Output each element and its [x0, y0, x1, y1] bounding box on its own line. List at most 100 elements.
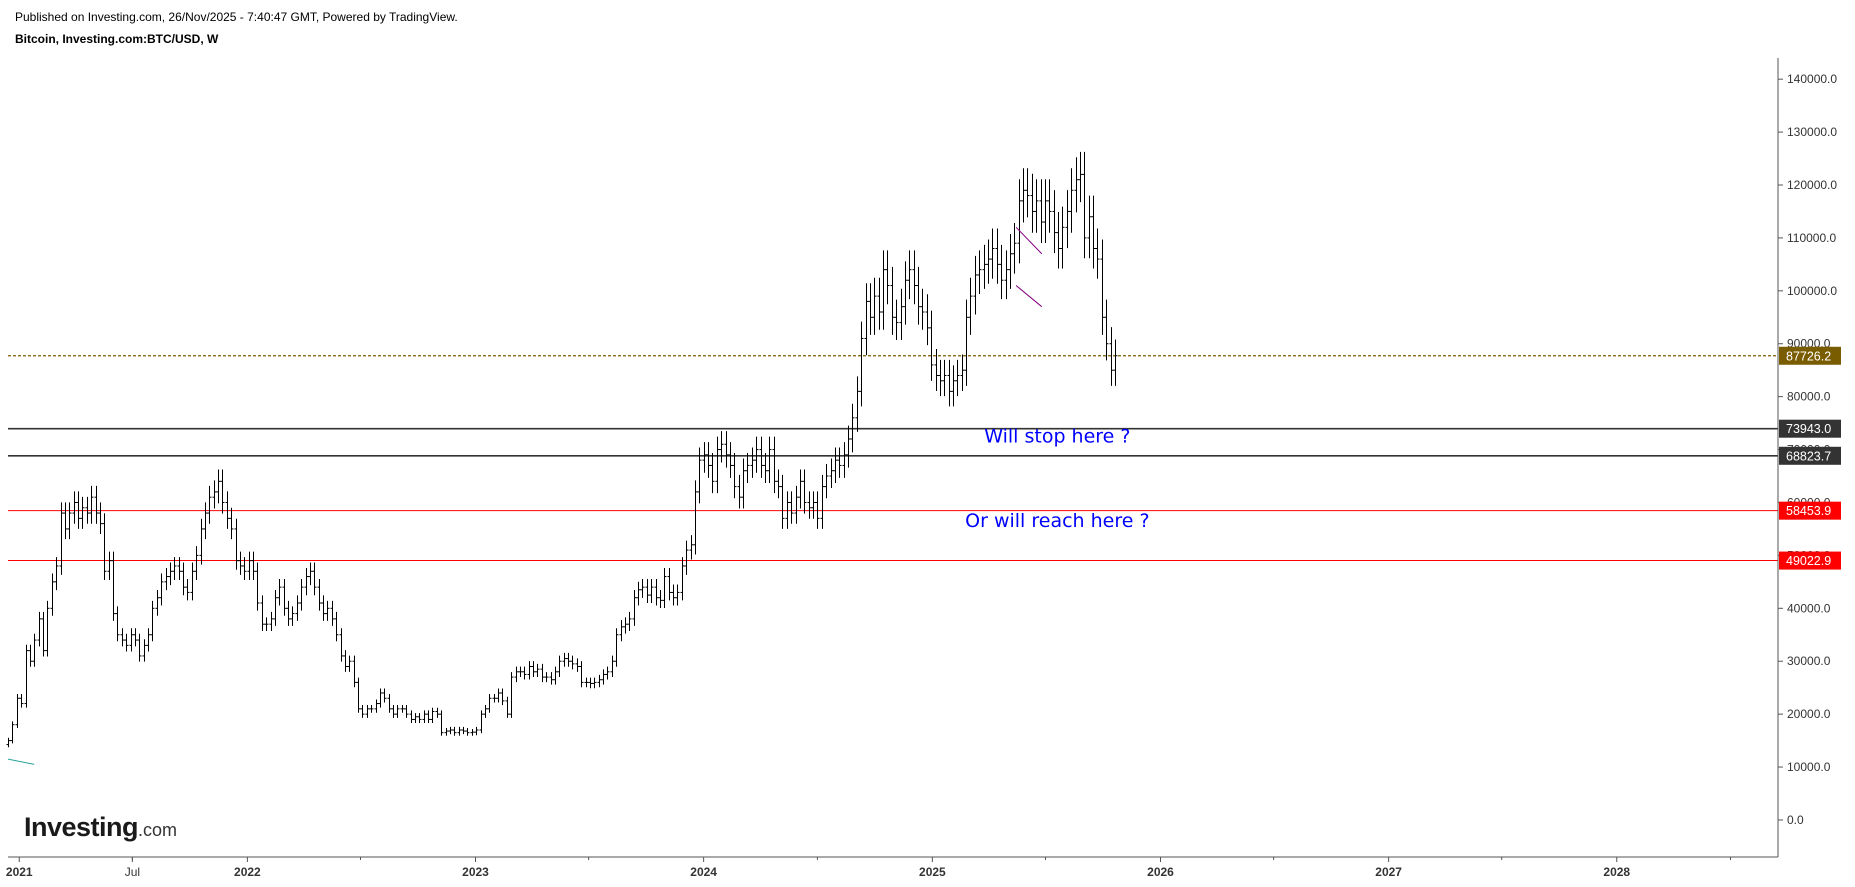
ohlc-bar [1012, 223, 1017, 274]
ohlc-bar [1104, 299, 1109, 361]
ohlc-bar [894, 299, 899, 340]
ohlc-bar [977, 250, 982, 295]
ohlc-bar [1025, 168, 1030, 218]
ohlc-bar [968, 277, 973, 335]
ohlc-bar [1078, 151, 1083, 203]
ohlc-bar [732, 453, 737, 499]
ohlc-bar [947, 359, 952, 407]
ohlc-bar [601, 669, 606, 685]
ohlc-bar [942, 359, 947, 397]
x-tick-label: 2025 [919, 865, 946, 879]
symbol-title: Bitcoin, Investing.com:BTC/USD, W [15, 32, 219, 46]
ohlc-bar [794, 485, 799, 524]
ohlc-bar [824, 463, 829, 499]
ohlc-bar [1047, 179, 1052, 233]
ohlc-bar [890, 266, 895, 335]
ohlc-bar [1095, 228, 1100, 279]
ohlc-bar [907, 250, 912, 300]
ohlc-bar [662, 568, 667, 609]
ohlc-bar [798, 469, 803, 509]
ohlc-bar [142, 639, 147, 662]
ohlc-bar [85, 496, 90, 524]
level-tag-0: 73943.0 [1779, 419, 1841, 438]
level-tag-3: 49022.9 [1779, 551, 1841, 570]
ohlc-bar [185, 578, 190, 601]
ohlc-bar [347, 655, 352, 672]
ohlc-bar [710, 453, 715, 494]
level-tag-1: 68823.7 [1779, 446, 1841, 465]
price-tags: 87726.2 73943.0 68823.7 58453.9 49022.9 [1779, 346, 1841, 570]
ohlc-bar [925, 294, 930, 346]
ohlc-bar [444, 727, 449, 736]
ohlc-bar [667, 568, 672, 601]
ohlc-bar [772, 436, 777, 494]
ohlc-bar [649, 578, 654, 603]
ohlc-bar [1056, 212, 1061, 269]
ohlc-bar [540, 663, 545, 683]
ohlc-bar [164, 568, 169, 591]
level-tag-3-bg [1779, 551, 1841, 570]
ohlc-bar [868, 283, 873, 335]
ohlc-bar [885, 250, 890, 305]
ohlc-bar [557, 655, 562, 677]
ohlc-bar [155, 589, 160, 616]
level-tag-2-label: 58453.9 [1786, 504, 1831, 518]
ohlc-bar [850, 403, 855, 453]
ohlc-bar [645, 578, 650, 603]
ohlc-bar [98, 502, 103, 535]
ohlc-bar [820, 474, 825, 529]
ohlc-bar [544, 672, 549, 683]
ohlc-bar [562, 652, 567, 667]
level-tag-2-bg [1779, 501, 1841, 520]
ohlc-bar [535, 663, 540, 677]
ohlc-bar [1065, 190, 1070, 249]
flag-line-1 [1015, 285, 1043, 308]
ohlc-bar [973, 255, 978, 315]
ohlc-bar [54, 557, 59, 591]
ohlc-bar [321, 595, 326, 621]
level-tag-1-bg [1779, 446, 1841, 465]
ohlc-bar [67, 502, 72, 540]
ohlc-bar [715, 436, 720, 494]
ohlc-bar [168, 562, 173, 586]
y-tick-label: 100000.0 [1787, 284, 1837, 298]
current-price-tag: 87726.2 [1779, 346, 1841, 365]
ohlc-bar [457, 726, 462, 736]
level-tag-0-label: 73943.0 [1786, 422, 1831, 436]
flag-line-0 [1015, 226, 1043, 255]
ohlc-bar [986, 239, 991, 284]
ohlc-bar [426, 710, 431, 723]
annotations: Will stop here ? Or will reach here ? [965, 426, 1149, 532]
ohlc-bar [684, 540, 689, 575]
ohlc-bar [1021, 168, 1026, 223]
ohlc-bar [855, 376, 860, 432]
ohlc-bar [514, 666, 519, 683]
x-tick-label: 2021 [6, 865, 33, 879]
ohlc-bar [220, 469, 225, 514]
ohlc-bar [439, 710, 444, 736]
ohlc-bar [570, 655, 575, 670]
ohlc-bar [430, 707, 435, 723]
ohlc-bar [837, 447, 842, 478]
ohlc-bar [32, 633, 37, 667]
ohlc-bar [282, 578, 287, 616]
ohlc-bar [811, 491, 816, 519]
ohlc-bar [553, 666, 558, 685]
ohlc-bar [111, 551, 116, 621]
ohlc-bar [487, 693, 492, 713]
ohlc-bar [286, 600, 291, 626]
x-tick-label: 2027 [1375, 865, 1402, 879]
ohlc-bar [260, 595, 265, 632]
y-tick-label: 10000.0 [1787, 760, 1831, 774]
ohlc-bar [741, 458, 746, 509]
ohlc-bar [1082, 151, 1087, 259]
ohlc-bar [702, 442, 707, 473]
ohlc-bar [290, 606, 295, 626]
ohlc-bar [575, 658, 580, 672]
ohlc-bar [719, 431, 724, 463]
ohlc-bar [391, 704, 396, 718]
ohlc-bar [982, 244, 987, 289]
ohlc-bar [129, 628, 134, 652]
y-tick-label: 120000.0 [1787, 178, 1837, 192]
